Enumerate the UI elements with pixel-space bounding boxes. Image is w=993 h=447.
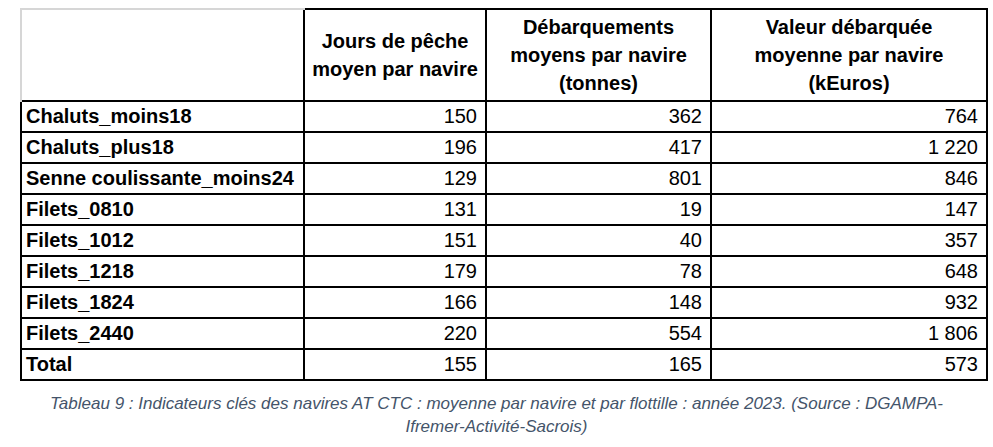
value-cell: 148 bbox=[486, 287, 711, 318]
value-cell: 932 bbox=[711, 287, 987, 318]
table-row-filets-2440: Filets_2440 220 554 1 806 bbox=[21, 318, 987, 349]
value-cell: 220 bbox=[304, 318, 486, 349]
value-cell: 648 bbox=[711, 256, 987, 287]
value-cell: 131 bbox=[304, 194, 486, 225]
value-cell: 357 bbox=[711, 225, 987, 256]
caption-line-1: Tableau 9 : Indicateurs clés des navires… bbox=[0, 392, 993, 415]
row-label: Filets_1824 bbox=[21, 287, 304, 318]
value-cell: 179 bbox=[304, 256, 486, 287]
value-cell: 151 bbox=[304, 225, 486, 256]
header-row: Jours de pêche moyen par navire Débarque… bbox=[21, 9, 987, 101]
row-label: Filets_0810 bbox=[21, 194, 304, 225]
value-cell: 1 806 bbox=[711, 318, 987, 349]
value-cell: 846 bbox=[711, 163, 987, 194]
row-label: Senne coulissante_moins24 bbox=[21, 163, 304, 194]
value-cell: 40 bbox=[486, 225, 711, 256]
row-label: Filets_2440 bbox=[21, 318, 304, 349]
value-cell: 147 bbox=[711, 194, 987, 225]
row-label: Filets_1012 bbox=[21, 225, 304, 256]
table-row-chaluts-plus18: Chaluts_plus18 196 417 1 220 bbox=[21, 132, 987, 163]
value-cell: 150 bbox=[304, 101, 486, 132]
column-header-jours-peche: Jours de pêche moyen par navire bbox=[304, 9, 486, 101]
document-page: Jours de pêche moyen par navire Débarque… bbox=[0, 0, 993, 447]
value-cell: 417 bbox=[486, 132, 711, 163]
table-caption: Tableau 9 : Indicateurs clés des navires… bbox=[0, 392, 993, 438]
value-cell: 78 bbox=[486, 256, 711, 287]
table-row-filets-0810: Filets_0810 131 19 147 bbox=[21, 194, 987, 225]
table-row-filets-1824: Filets_1824 166 148 932 bbox=[21, 287, 987, 318]
value-cell: 554 bbox=[486, 318, 711, 349]
value-cell: 129 bbox=[304, 163, 486, 194]
table-row-total: Total 155 165 573 bbox=[21, 349, 987, 380]
row-label: Filets_1218 bbox=[21, 256, 304, 287]
column-header-debarquements: Débarquements moyens par navire (tonnes) bbox=[486, 9, 711, 101]
row-label-total: Total bbox=[21, 349, 304, 380]
value-cell: 196 bbox=[304, 132, 486, 163]
fleet-indicators-table: Jours de pêche moyen par navire Débarque… bbox=[20, 8, 988, 381]
value-cell: 801 bbox=[486, 163, 711, 194]
table-row-chaluts-moins18: Chaluts_moins18 150 362 764 bbox=[21, 101, 987, 132]
value-cell: 166 bbox=[304, 287, 486, 318]
value-cell: 165 bbox=[486, 349, 711, 380]
column-header-valeur-debarquee: Valeur débarquée moyenne par navire (kEu… bbox=[711, 9, 987, 101]
value-cell: 573 bbox=[711, 349, 987, 380]
row-label: Chaluts_moins18 bbox=[21, 101, 304, 132]
table-row-filets-1218: Filets_1218 179 78 648 bbox=[21, 256, 987, 287]
table-row-filets-1012: Filets_1012 151 40 357 bbox=[21, 225, 987, 256]
value-cell: 19 bbox=[486, 194, 711, 225]
caption-line-2: Ifremer-Activité-Sacrois) bbox=[0, 415, 993, 438]
row-label: Chaluts_plus18 bbox=[21, 132, 304, 163]
value-cell: 155 bbox=[304, 349, 486, 380]
corner-cell bbox=[21, 9, 304, 101]
value-cell: 764 bbox=[711, 101, 987, 132]
value-cell: 1 220 bbox=[711, 132, 987, 163]
value-cell: 362 bbox=[486, 101, 711, 132]
table-row-senne-coulissante-moins24: Senne coulissante_moins24 129 801 846 bbox=[21, 163, 987, 194]
